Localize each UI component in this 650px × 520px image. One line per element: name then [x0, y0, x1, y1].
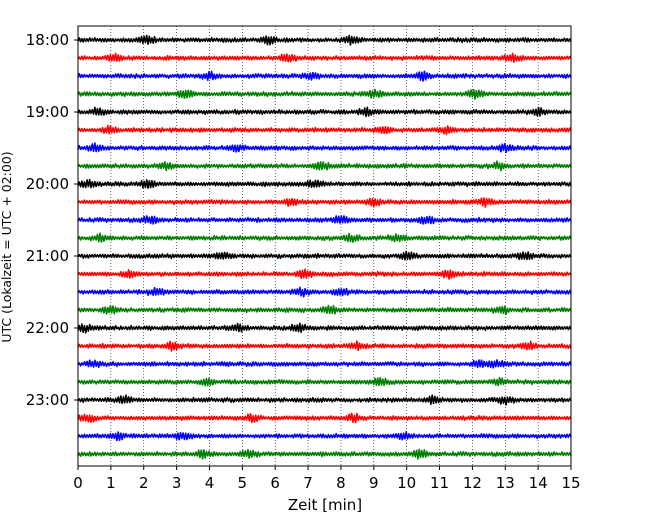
y-tick-label: 19:00	[26, 103, 69, 121]
x-tick-label: 14	[529, 474, 548, 492]
seismic-trace	[77, 322, 572, 334]
y-tick-label: 18:00	[26, 31, 69, 49]
seismic-trace	[77, 34, 572, 46]
seismic-trace	[77, 178, 572, 189]
x-tick-label: 11	[430, 474, 449, 492]
seismic-trace	[77, 359, 572, 369]
seismic-trace	[77, 88, 572, 100]
y-axis-ticks: 18:00 19:00 20:00 21:00 22:00 23:00	[26, 31, 78, 409]
seismic-trace	[77, 142, 572, 154]
seismic-trace	[77, 197, 572, 208]
x-tick-label: 3	[172, 474, 182, 492]
seismic-trace	[77, 106, 572, 118]
seismic-trace	[77, 304, 572, 316]
x-tick-label: 5	[238, 474, 248, 492]
seismic-trace	[77, 431, 572, 442]
seismic-trace	[77, 448, 572, 460]
seismic-trace	[77, 124, 572, 136]
x-tick-label: 10	[397, 474, 416, 492]
plot-frame	[77, 25, 572, 467]
x-tick-label: 4	[205, 474, 215, 492]
x-tick-label: 0	[73, 474, 83, 492]
x-tick-label: 6	[270, 474, 280, 492]
y-tick-label: 20:00	[26, 175, 69, 193]
x-tick-label: 13	[496, 474, 515, 492]
trace-group	[77, 34, 572, 460]
x-axis-label: Zeit [min]	[288, 496, 362, 514]
seismic-trace	[77, 340, 572, 352]
x-tick-label: 9	[369, 474, 379, 492]
x-tick-label: 8	[336, 474, 346, 492]
seismic-trace	[77, 215, 572, 225]
x-tick-label: 12	[463, 474, 482, 492]
y-tick-label: 21:00	[26, 247, 69, 265]
x-tick-label: 15	[561, 474, 580, 492]
vertical-grid-lines	[110, 26, 539, 466]
seismic-trace	[77, 376, 572, 387]
seismic-trace	[77, 160, 572, 172]
seismic-trace	[77, 70, 572, 82]
x-tick-label: 2	[139, 474, 149, 492]
y-tick-label: 22:00	[26, 319, 69, 337]
seismic-trace	[77, 412, 572, 424]
y-tick-label: 23:00	[26, 391, 69, 409]
seismic-trace	[77, 232, 572, 243]
seismic-trace	[77, 52, 572, 64]
seismic-trace	[77, 286, 572, 298]
seismic-trace	[77, 394, 572, 406]
seismic-trace	[77, 268, 572, 280]
x-tick-label: 7	[303, 474, 313, 492]
x-axis-ticks: 0 1 2 3 4 5 6 7 8 9 10 11 12 13 14 15	[73, 466, 581, 492]
seismic-trace	[77, 250, 572, 261]
y-axis-label: UTC (Lokalzeit = UTC + 02:00)	[0, 151, 14, 342]
x-tick-label: 1	[106, 474, 116, 492]
